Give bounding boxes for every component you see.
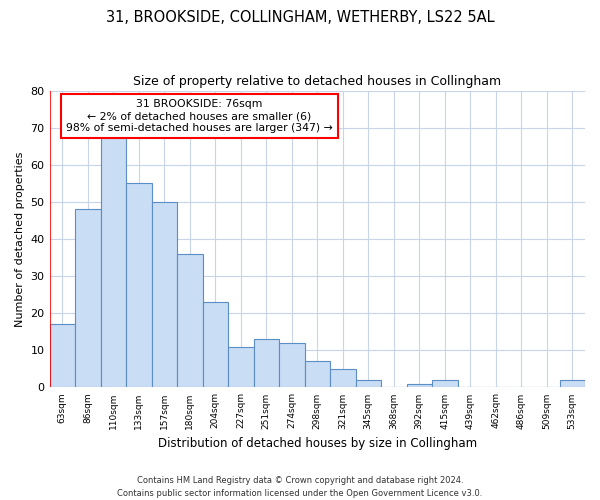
Bar xyxy=(432,380,458,388)
Bar xyxy=(407,384,432,388)
Bar xyxy=(305,362,330,388)
Bar xyxy=(330,369,356,388)
Bar xyxy=(126,184,152,388)
Bar xyxy=(203,302,228,388)
Bar xyxy=(177,254,203,388)
Bar xyxy=(101,135,126,388)
Title: Size of property relative to detached houses in Collingham: Size of property relative to detached ho… xyxy=(133,75,502,88)
Bar xyxy=(75,210,101,388)
Text: Contains HM Land Registry data © Crown copyright and database right 2024.
Contai: Contains HM Land Registry data © Crown c… xyxy=(118,476,482,498)
Bar xyxy=(560,380,585,388)
Bar xyxy=(279,343,305,388)
Bar xyxy=(356,380,381,388)
Bar xyxy=(228,346,254,388)
Text: 31, BROOKSIDE, COLLINGHAM, WETHERBY, LS22 5AL: 31, BROOKSIDE, COLLINGHAM, WETHERBY, LS2… xyxy=(106,10,494,25)
Y-axis label: Number of detached properties: Number of detached properties xyxy=(15,152,25,326)
Bar xyxy=(50,324,75,388)
Bar xyxy=(254,339,279,388)
Bar xyxy=(152,202,177,388)
Text: 31 BROOKSIDE: 76sqm
← 2% of detached houses are smaller (6)
98% of semi-detached: 31 BROOKSIDE: 76sqm ← 2% of detached hou… xyxy=(66,100,333,132)
X-axis label: Distribution of detached houses by size in Collingham: Distribution of detached houses by size … xyxy=(158,437,477,450)
